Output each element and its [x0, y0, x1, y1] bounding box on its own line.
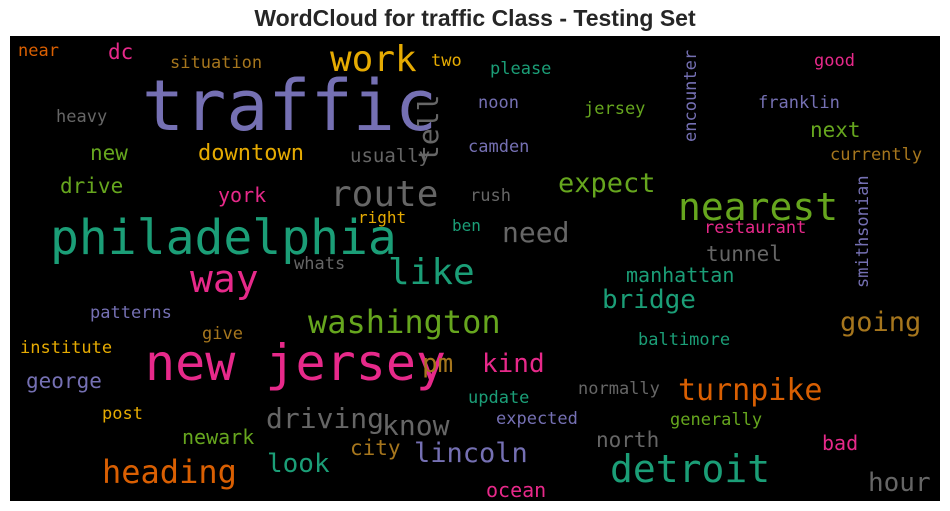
word-near: near	[18, 41, 59, 61]
word-like: like	[388, 252, 475, 293]
word-downtown: downtown	[198, 141, 304, 166]
word-encounter: encounter	[681, 50, 701, 142]
word-turnpike: turnpike	[678, 373, 823, 408]
word-north: north	[596, 428, 659, 452]
word-need: need	[502, 216, 569, 249]
word-tell: tell	[412, 95, 445, 162]
word-heading: heading	[102, 453, 237, 491]
word-expect: expect	[558, 168, 656, 199]
word-good: good	[814, 51, 855, 71]
word-camden: camden	[468, 137, 529, 157]
word-situation: situation	[170, 53, 262, 73]
word-nearest: nearest	[678, 185, 838, 229]
word-kind: kind	[482, 349, 545, 379]
word-rush: rush	[470, 186, 511, 206]
word-way: way	[190, 257, 259, 301]
word-update: update	[468, 388, 529, 408]
word-post: post	[102, 404, 143, 424]
chart-title: WordCloud for traffic Class - Testing Se…	[254, 5, 696, 31]
word-franklin: franklin	[758, 93, 840, 113]
word-restaurant: restaurant	[704, 218, 806, 238]
word-usually: usually	[350, 145, 430, 167]
word-washington: washington	[308, 303, 501, 341]
word-going: going	[840, 307, 921, 338]
word-whats: whats	[294, 254, 345, 274]
word-work: work	[330, 39, 417, 80]
word-driving: driving	[266, 402, 384, 435]
word-new-jersey: new jersey	[145, 334, 446, 392]
word-traffic: traffic	[142, 65, 437, 147]
word-expected: expected	[496, 409, 578, 429]
word-two: two	[431, 51, 462, 71]
word-route: route	[330, 174, 438, 215]
word-drive: drive	[60, 174, 123, 198]
word-baltimore: baltimore	[638, 330, 730, 350]
word-york: york	[218, 183, 266, 207]
word-jersey: jersey	[584, 99, 645, 119]
word-patterns: patterns	[90, 303, 172, 323]
word-give: give	[202, 324, 243, 344]
word-institute: institute	[20, 338, 112, 358]
word-tunnel: tunnel	[706, 242, 782, 266]
word-manhattan: manhattan	[626, 263, 734, 287]
word-bad: bad	[822, 431, 858, 455]
word-city: city	[350, 436, 401, 460]
word-dc: dc	[108, 40, 133, 64]
word-newark: newark	[182, 425, 254, 449]
word-noon: noon	[478, 93, 519, 113]
word-know: know	[382, 409, 450, 442]
word-pm: pm	[422, 349, 453, 379]
word-right: right	[358, 208, 406, 227]
word-ben: ben	[452, 216, 481, 235]
word-bridge: bridge	[602, 285, 696, 315]
word-george: george	[26, 369, 102, 393]
word-philadelphia: philadelphia	[50, 210, 397, 266]
word-detroit: detroit	[610, 447, 770, 491]
word-please: please	[490, 59, 551, 79]
word-heavy: heavy	[56, 107, 107, 127]
word-lincoln: lincoln	[414, 438, 528, 469]
word-new: new	[90, 141, 128, 165]
word-hour: hour	[868, 468, 931, 498]
word-smithsonian: smithsonian	[853, 175, 873, 288]
word-currently: currently	[830, 145, 922, 165]
word-next: next	[810, 118, 861, 142]
word-normally: normally	[578, 379, 660, 399]
word-generally: generally	[670, 410, 762, 430]
word-ocean: ocean	[486, 478, 546, 501]
word-look: look	[267, 449, 330, 479]
wordcloud-background	[10, 36, 940, 501]
